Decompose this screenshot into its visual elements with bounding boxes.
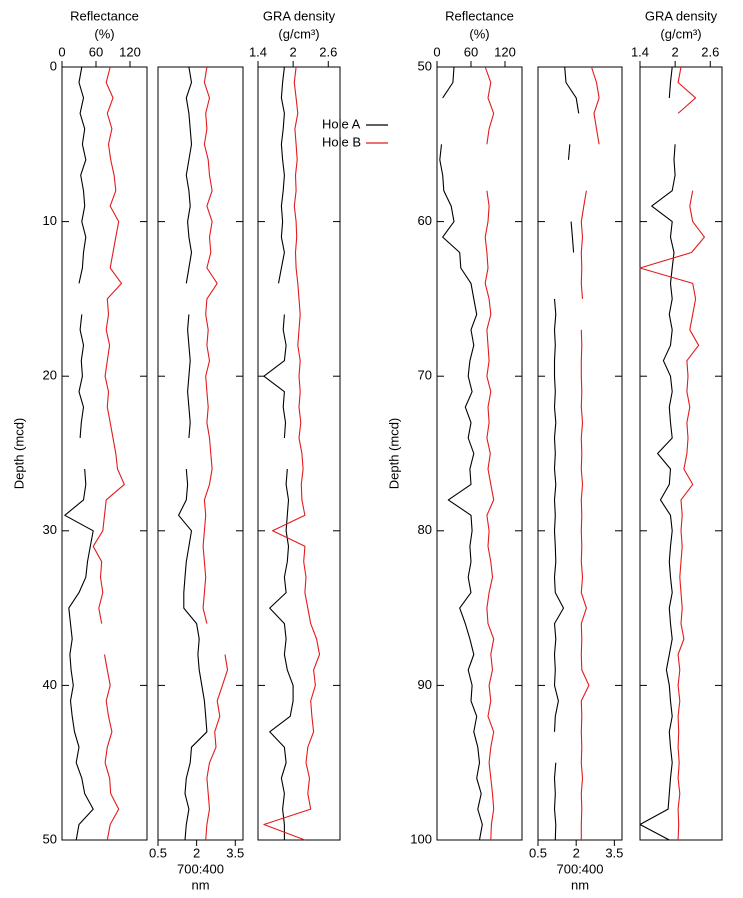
panel-frame xyxy=(639,66,723,841)
y-tick-label: 20 xyxy=(43,368,57,383)
y-tick-label: 50 xyxy=(43,831,57,846)
x-tick-label: 3.5 xyxy=(226,845,244,860)
x-tick-label: 0 xyxy=(433,44,440,59)
x-tick-label: 2 xyxy=(573,845,580,860)
y-tick-label: 40 xyxy=(43,677,57,692)
panel-unit: (%) xyxy=(94,26,114,41)
trace xyxy=(639,66,676,841)
x-tick-label: 0.5 xyxy=(149,845,167,860)
x-tick-label: 60 xyxy=(464,44,478,59)
trace xyxy=(202,66,229,841)
panel-unit: (%) xyxy=(469,26,489,41)
x-tick-label: 2 xyxy=(290,44,297,59)
panel-title: Reflectance xyxy=(445,8,514,23)
x-axis-label: 700:400 xyxy=(557,861,604,876)
x-tick-label: 60 xyxy=(89,44,103,59)
x-axis-label: 700:400 xyxy=(177,861,224,876)
y-axis-label: Depth (mcd) xyxy=(11,418,26,490)
trace xyxy=(263,66,294,840)
y-tick-label: 100 xyxy=(410,831,432,846)
y-tick-label: 0 xyxy=(50,58,57,73)
y-tick-label: 90 xyxy=(418,677,432,692)
legend-label: Hole A xyxy=(322,116,361,131)
x-tick-label: 0.5 xyxy=(529,845,547,860)
x-tick-label: 0 xyxy=(58,44,65,59)
x-tick-label: 1.4 xyxy=(249,44,267,59)
y-tick-label: 30 xyxy=(43,522,57,537)
x-tick-label: 2 xyxy=(672,44,679,59)
x-axis-unit: nm xyxy=(191,877,209,892)
x-tick-label: 2.6 xyxy=(319,44,337,59)
trace xyxy=(92,66,125,841)
y-tick-label: 80 xyxy=(418,522,432,537)
panel-frame xyxy=(157,66,244,841)
trace xyxy=(580,66,600,840)
y-axis-label: Depth (mcd) xyxy=(386,418,401,490)
y-tick-label: 50 xyxy=(418,58,432,73)
x-axis-unit: nm xyxy=(571,877,589,892)
x-tick-label: 120 xyxy=(119,44,141,59)
panel-frame xyxy=(436,66,523,841)
trace xyxy=(553,66,580,841)
x-tick-label: 3.5 xyxy=(605,845,623,860)
panel-frame xyxy=(537,66,623,841)
panel-unit: (g/cm³) xyxy=(278,26,319,41)
panel-frame xyxy=(257,66,341,841)
y-tick-label: 70 xyxy=(418,368,432,383)
trace xyxy=(263,66,321,841)
x-tick-label: 2 xyxy=(193,845,200,860)
x-tick-label: 1.4 xyxy=(631,44,649,59)
trace xyxy=(484,66,495,841)
panel-title: GRA density xyxy=(263,8,336,23)
trace xyxy=(178,66,208,841)
panel-title: GRA density xyxy=(645,8,718,23)
x-tick-label: 2.6 xyxy=(701,44,719,59)
y-tick-label: 10 xyxy=(43,213,57,228)
y-tick-label: 60 xyxy=(418,213,432,228)
panel-unit: (g/cm³) xyxy=(660,26,701,41)
trace xyxy=(64,66,94,841)
trace xyxy=(639,66,705,841)
panel-title: Reflectance xyxy=(70,8,139,23)
x-tick-label: 120 xyxy=(494,44,516,59)
legend-label: Hole B xyxy=(322,134,361,149)
panel-frame xyxy=(61,66,148,841)
trace xyxy=(439,66,483,841)
